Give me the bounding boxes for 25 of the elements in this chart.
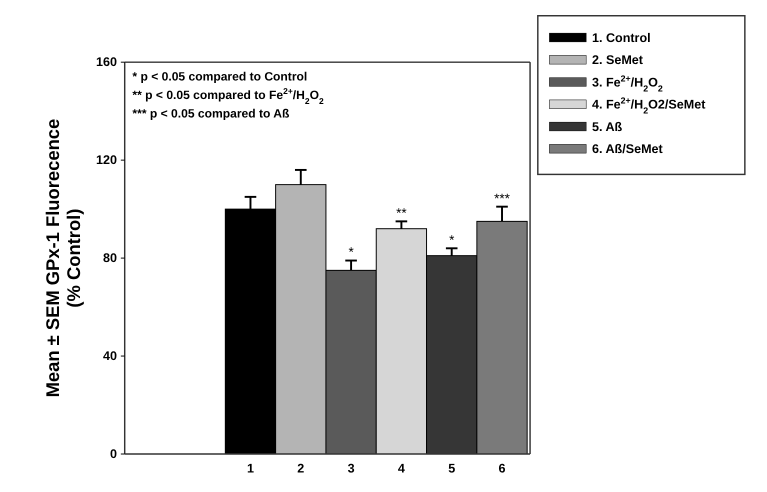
x-tick-label: 6 xyxy=(498,462,506,476)
annotation: ** xyxy=(396,205,408,220)
y-tick-label: 0 xyxy=(110,447,117,462)
annotation: *** xyxy=(494,190,511,206)
legend-label: 5. Aß xyxy=(592,120,623,134)
x-tick-label: 5 xyxy=(448,462,456,476)
annotation: ** p < 0.05 compared to Fe$^{2+}$/H$_{2}$O$_{2}$ xyxy=(132,86,324,106)
y-tick-label: 160 xyxy=(96,55,117,70)
legend-label: 3. Fe$^{2+}$/H$_{2}$O$_{2}$ xyxy=(592,73,663,94)
annotation: *** p < 0.05 compared to Aß xyxy=(132,106,290,120)
legend-label: 4. Fe$^{2+}$/H$_{2}$O2/SeMet xyxy=(592,96,706,116)
x-tick-label: 3 xyxy=(348,462,355,476)
x-tick-label: 1 xyxy=(246,462,254,476)
annotation: * p < 0.05 compared to Control xyxy=(132,70,308,84)
legend-label: 1. Control xyxy=(592,30,651,45)
legend-label: 2. SeMet xyxy=(592,53,644,68)
y-tick-label: 80 xyxy=(102,251,117,266)
y-tick-label: 120 xyxy=(96,153,117,168)
x-tick-label: 4 xyxy=(398,462,405,476)
legend-label: 6. Aß/SeMet xyxy=(592,142,664,156)
x-tick-label: 2 xyxy=(297,462,304,476)
y-tick-label: 40 xyxy=(102,349,117,364)
annotation: * xyxy=(449,232,456,248)
y-axis-title: Mean ± SEM GPx-1 Fluorecence (% Control) xyxy=(42,118,84,398)
annotation: * xyxy=(348,244,354,260)
